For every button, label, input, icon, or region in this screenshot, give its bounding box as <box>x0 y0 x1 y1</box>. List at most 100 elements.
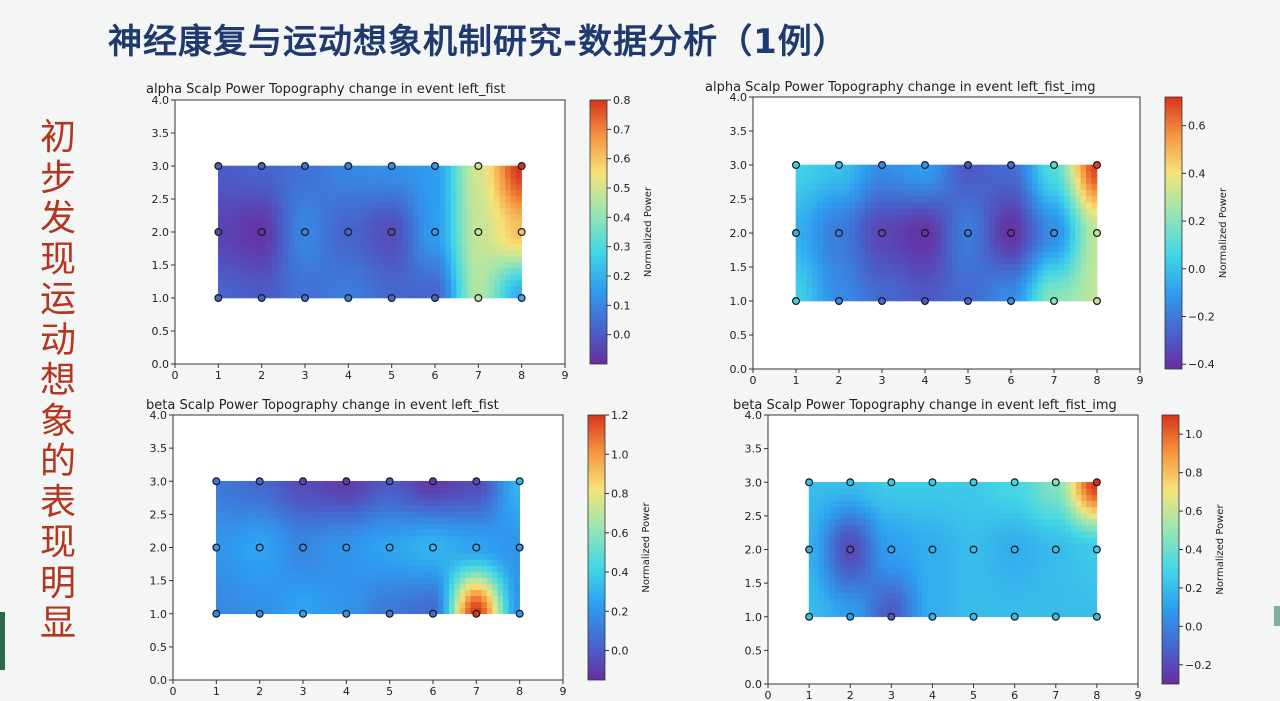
heatmap-cell <box>396 267 403 275</box>
heatmap-cell <box>854 294 861 302</box>
heatmap-cell <box>400 571 407 578</box>
heatmap-cell <box>1016 294 1023 302</box>
heatmap-cell <box>978 561 985 569</box>
heatmap-cell <box>346 553 353 560</box>
heatmap-cell <box>261 201 268 209</box>
colorbar-tick-label: 0.4 <box>611 566 629 579</box>
heatmap-cell <box>1034 524 1041 532</box>
heatmap-cell <box>1080 288 1087 296</box>
heatmap-cell <box>903 201 910 209</box>
heatmap-cell <box>942 567 949 575</box>
heatmap-cell <box>908 232 915 240</box>
heatmap-cell <box>270 480 277 488</box>
heatmap-cell <box>291 486 298 494</box>
heatmap-cell <box>421 480 428 488</box>
heatmap-cell <box>304 249 311 257</box>
heatmap-cell <box>326 225 333 233</box>
heatmap-cell <box>329 547 336 554</box>
heatmap-cell <box>515 213 522 221</box>
heatmap-cell <box>396 225 403 233</box>
heatmap-cell <box>324 589 331 596</box>
heatmap-cell <box>421 583 428 590</box>
heatmap-cell <box>1026 269 1033 277</box>
heatmap-cell <box>228 189 235 197</box>
heatmap-cell <box>310 219 317 227</box>
heatmap-cell <box>822 170 829 178</box>
heatmap-cell <box>488 165 495 173</box>
heatmap-cell <box>916 561 923 569</box>
heatmap-cell <box>921 573 928 581</box>
heatmap-cell <box>829 488 836 495</box>
heatmap-cell <box>1069 189 1076 197</box>
heatmap-cell <box>245 219 252 227</box>
heatmap-cell <box>860 604 866 611</box>
heatmap-cell <box>391 165 398 173</box>
heatmap-cell <box>348 177 355 185</box>
heatmap-cell <box>844 494 851 501</box>
heatmap-cell <box>331 267 338 275</box>
heatmap-cell <box>1045 579 1051 587</box>
heatmap-cell <box>421 529 428 536</box>
heatmap-cell <box>935 288 942 296</box>
heatmap-cell <box>913 177 920 184</box>
heatmap-cell <box>465 511 472 518</box>
heatmap-cell <box>283 237 290 245</box>
heatmap-cell <box>1040 573 1046 581</box>
heatmap-cell <box>811 164 818 172</box>
heatmap-cell <box>499 267 506 275</box>
heatmap-cell <box>998 543 1005 550</box>
heatmap-cell <box>413 201 420 209</box>
heatmap-cell <box>940 170 947 178</box>
heatmap-cell <box>1037 251 1044 259</box>
heatmap-cell <box>999 251 1006 259</box>
heatmap-cell <box>993 481 1000 489</box>
heatmap-cell <box>937 524 944 532</box>
heatmap-cell <box>277 291 284 299</box>
heatmap-cell <box>461 207 468 215</box>
heatmap-cell <box>400 547 407 554</box>
heatmap-cell <box>337 231 344 239</box>
heatmap-cell <box>930 251 937 259</box>
heatmap-cell <box>817 245 824 252</box>
heatmap-cell <box>1045 567 1051 575</box>
heatmap-cell <box>253 511 260 518</box>
heatmap-cell <box>396 183 403 191</box>
heatmap-cell <box>438 589 445 596</box>
heatmap-cell <box>281 565 288 572</box>
heatmap-cell <box>839 481 846 489</box>
heatmap-cell <box>416 553 423 560</box>
heatmap-cell <box>250 267 257 275</box>
heatmap-cell <box>346 505 353 512</box>
heatmap-cell <box>281 595 288 603</box>
heatmap-cell <box>942 598 949 605</box>
heatmap-cell <box>499 213 506 221</box>
heatmap-cell <box>839 555 846 563</box>
heatmap-cell <box>346 492 353 500</box>
heatmap-cell <box>988 518 995 526</box>
heatmap-cell <box>385 165 392 173</box>
heatmap-cell <box>962 201 969 209</box>
heatmap-cell <box>1040 598 1046 605</box>
heatmap-cell <box>865 251 872 259</box>
heatmap-cell <box>881 257 888 265</box>
heatmap-cell <box>913 164 920 172</box>
heatmap-cell <box>497 523 504 530</box>
heatmap-cell <box>1032 189 1039 197</box>
heatmap-cell <box>248 499 255 506</box>
heatmap-cell <box>924 263 931 271</box>
heatmap-cell <box>999 238 1006 246</box>
heatmap-cell <box>253 499 260 506</box>
heatmap-cell <box>331 183 338 191</box>
heatmap-cell <box>440 237 447 245</box>
heatmap-cell <box>827 226 834 234</box>
heatmap-cell <box>255 279 262 287</box>
heatmap-cell <box>472 213 479 221</box>
heatmap-cell <box>957 604 964 611</box>
heatmap-cell <box>223 267 230 275</box>
heatmap-cell <box>405 595 412 603</box>
heatmap-cell <box>318 589 325 596</box>
heatmap-cell <box>881 201 888 209</box>
heatmap-cell <box>1085 294 1092 302</box>
heatmap-cell <box>505 267 512 275</box>
heatmap-cell <box>346 541 353 548</box>
